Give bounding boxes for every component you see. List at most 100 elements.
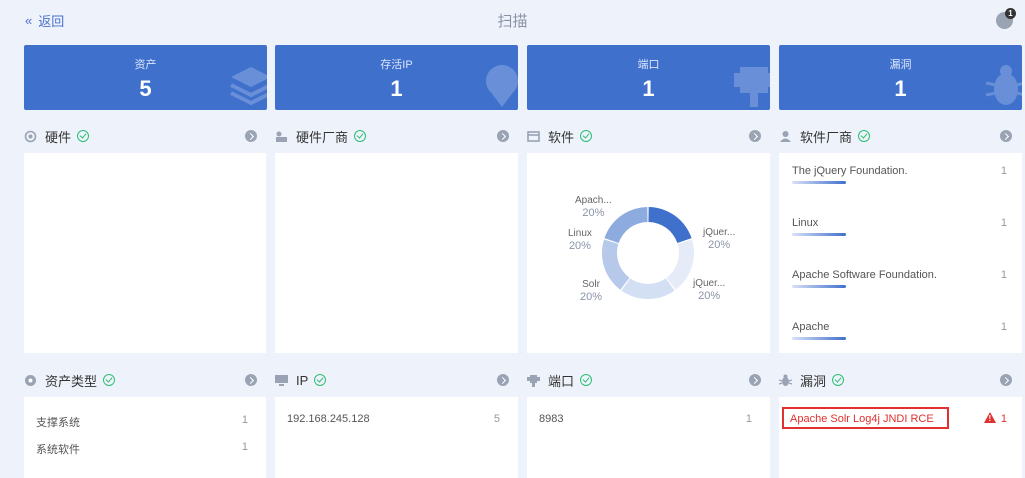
- check-circle-icon: [580, 374, 593, 386]
- stat-value: 5: [139, 76, 152, 101]
- asset-type-name: 系统软件: [36, 444, 80, 456]
- user-icon: [780, 130, 791, 142]
- donut-label: jQuer... 20%: [703, 227, 736, 251]
- vuln-more-button[interactable]: [1000, 374, 1012, 386]
- stat-label: 端口: [637, 59, 660, 71]
- donut-label: Apach... 20%: [575, 195, 612, 219]
- section-title: IP: [296, 372, 309, 388]
- section-title: 软件: [548, 129, 575, 145]
- vendor-name: Apache Software Foundation.: [792, 269, 937, 281]
- port-count: 1: [745, 413, 752, 425]
- notification-badge: 1: [1005, 8, 1016, 19]
- ip-pin-icon: [486, 65, 518, 107]
- vuln-count: 1: [1000, 413, 1007, 425]
- software-vendor-panel: The jQuery Foundation. 1 Linux 1 Apache …: [779, 153, 1022, 353]
- donut-slice[interactable]: [621, 278, 675, 299]
- stat-label: 漏洞: [889, 59, 912, 71]
- vendor-bar: [792, 285, 846, 288]
- list-item[interactable]: Apache Software Foundation. 1: [792, 269, 1007, 288]
- stat-card-assets[interactable]: 资产 5: [24, 45, 267, 110]
- section-title: 硬件: [45, 129, 72, 145]
- asset-type-panel: 支撑系统 1 系统软件 1: [24, 397, 266, 478]
- list-item[interactable]: 支撑系统 1: [36, 414, 248, 430]
- hardware-vendor-panel: [275, 153, 518, 353]
- vendor-count: 1: [1000, 269, 1007, 281]
- section-head-port: 端口: [527, 370, 593, 390]
- section-title: 硬件厂商: [296, 129, 349, 145]
- donut-label: Linux 20%: [568, 228, 592, 252]
- stat-card-vulns[interactable]: 漏洞 1: [779, 45, 1022, 110]
- list-item[interactable]: Linux 1: [792, 217, 1007, 236]
- vendor-bar: [792, 181, 846, 184]
- stack-icon: [230, 67, 267, 106]
- vendor-icon: [276, 131, 287, 142]
- vendor-count: 1: [1000, 217, 1007, 229]
- ip-panel: 192.168.245.128 5: [275, 397, 518, 478]
- check-circle-icon: [832, 374, 845, 386]
- section-head-hardware: 硬件: [24, 126, 90, 146]
- hardware-panel: [24, 153, 266, 353]
- list-item[interactable]: The jQuery Foundation. 1: [792, 165, 1007, 184]
- back-label: 返回: [38, 14, 65, 29]
- check-circle-icon: [314, 374, 327, 386]
- check-circle-icon: [77, 130, 90, 142]
- list-item[interactable]: Apache 1: [792, 321, 1007, 340]
- page-title: 扫描: [497, 13, 528, 30]
- donut-label: Solr 20%: [580, 279, 603, 303]
- section-title: 端口: [548, 373, 575, 389]
- warning-icon: [984, 412, 996, 423]
- top-bar: « 返回 扫描 1: [0, 0, 1025, 40]
- vendor-name: Apache: [792, 321, 830, 333]
- vendor-name: The jQuery Foundation.: [792, 165, 908, 177]
- section-head-asset-type: 资产类型: [24, 370, 116, 390]
- section-head-vuln: 漏洞: [779, 370, 845, 390]
- software-donut-chart: [602, 207, 694, 299]
- asset-type-count: 1: [241, 441, 248, 453]
- vuln-highlight-box: [782, 407, 949, 429]
- list-item[interactable]: 8983 1: [539, 413, 752, 425]
- list-item[interactable]: 系统软件 1: [36, 441, 248, 457]
- vendor-count: 1: [1000, 165, 1007, 177]
- vendor-count: 1: [1000, 321, 1007, 333]
- software-vendor-more-button[interactable]: [1000, 130, 1012, 142]
- globe-icon[interactable]: 1: [996, 8, 1016, 29]
- section-title: 漏洞: [800, 373, 827, 389]
- vendor-name: Linux: [792, 217, 819, 229]
- stat-card-live-ip[interactable]: 存活IP 1: [275, 45, 518, 110]
- ip-address: 192.168.245.128: [287, 413, 370, 425]
- port-more-button[interactable]: [749, 374, 761, 386]
- software-panel: Apach... 20% jQuer... 20% jQuer... 20% Solr…: [527, 153, 770, 353]
- port-number: 8983: [539, 413, 564, 425]
- donut-slice[interactable]: [602, 239, 630, 290]
- stat-card-ports[interactable]: 端口 1: [527, 45, 770, 110]
- check-circle-icon: [858, 130, 871, 142]
- check-circle-icon: [103, 374, 116, 386]
- check-circle-icon: [354, 130, 367, 142]
- back-button[interactable]: « 返回: [25, 11, 64, 30]
- donut-slice[interactable]: [604, 207, 648, 243]
- stat-label: 资产: [134, 59, 157, 71]
- stat-value: 1: [894, 76, 907, 101]
- section-head-hardware-vendor: 硬件厂商: [275, 126, 367, 146]
- asset-type-name: 支撑系统: [36, 417, 80, 429]
- donut-slice[interactable]: [666, 239, 694, 290]
- hardware-icon: [24, 130, 37, 142]
- hardware-more-button[interactable]: [245, 130, 257, 142]
- donut-slice[interactable]: [648, 207, 692, 243]
- ip-more-button[interactable]: [497, 374, 509, 386]
- asset-type-count: 1: [241, 414, 248, 426]
- bug-icon: [985, 65, 1022, 105]
- asset-type-more-button[interactable]: [245, 374, 257, 386]
- section-head-ip: IP: [275, 370, 327, 390]
- port-panel: 8983 1: [527, 397, 770, 478]
- list-item[interactable]: 192.168.245.128 5: [287, 413, 500, 425]
- software-more-button[interactable]: [749, 130, 761, 142]
- vuln-panel: Apache Solr Log4j JNDI RCE 1: [779, 397, 1022, 478]
- vuln-name[interactable]: Apache Solr Log4j JNDI RCE: [790, 413, 934, 425]
- hardware-vendor-more-button[interactable]: [497, 130, 509, 142]
- ip-count: 5: [493, 413, 500, 425]
- section-title: 软件厂商: [800, 129, 853, 145]
- section-title: 资产类型: [45, 373, 98, 389]
- stat-label: 存活IP: [380, 59, 413, 71]
- section-head-software-vendor: 软件厂商: [779, 126, 871, 146]
